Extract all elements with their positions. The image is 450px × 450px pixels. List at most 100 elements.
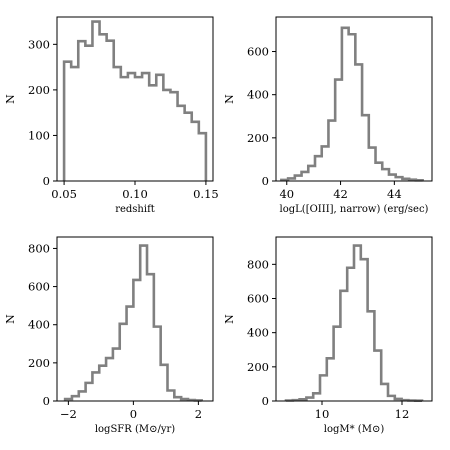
y-tick-label: 300 <box>28 37 50 51</box>
y-tick-label: 400 <box>28 318 50 332</box>
y-tick-label: 400 <box>247 326 269 340</box>
histogram-bin <box>85 46 92 181</box>
x-tick-label: 40 <box>279 187 294 201</box>
y-tick-label: 200 <box>28 356 50 370</box>
histogram-bin <box>322 146 329 181</box>
y-tick-label: 600 <box>28 280 50 294</box>
histogram-bin <box>354 246 361 401</box>
histogram-bin <box>315 156 322 181</box>
histogram-bin <box>147 274 154 401</box>
histogram-bin <box>154 327 161 401</box>
y-tick-label: 600 <box>247 45 269 59</box>
x-axis-label: logL([OIII], narrow) (erg/sec) <box>280 204 429 215</box>
histogram-bin <box>170 92 177 181</box>
histogram-step-line <box>63 244 203 402</box>
histogram-bin <box>135 77 142 181</box>
y-tick-label: 200 <box>247 131 269 145</box>
histogram-bin <box>168 391 175 401</box>
histogram-bin <box>347 268 354 401</box>
histogram-bin <box>86 383 93 401</box>
histogram-step-line <box>62 20 208 181</box>
histogram-bin <box>199 133 206 181</box>
y-tick-label: 200 <box>247 360 269 374</box>
histogram-bin <box>64 62 71 181</box>
histogram-step-line <box>284 244 424 402</box>
histogram-bin <box>369 148 376 181</box>
axes-frame <box>275 16 433 182</box>
histogram-bin <box>92 22 99 181</box>
x-tick-label: 0.10 <box>122 187 148 201</box>
histogram-bin <box>355 64 362 181</box>
histogram-bin <box>361 259 368 401</box>
histogram-bin <box>100 34 107 181</box>
histogram-bin <box>178 106 185 181</box>
x-axis-label: redshift <box>115 204 155 215</box>
histogram-bin <box>192 122 199 181</box>
histogram-bin <box>335 80 342 181</box>
histogram-bin <box>140 246 147 401</box>
y-tick-label: 800 <box>28 241 50 255</box>
histogram-bin <box>320 375 327 401</box>
oiii-luminosity-histogram-panel: 40 42 44 0 200 400 600 logL([OIII], narrow) (er… <box>223 16 433 215</box>
histogram-bin <box>72 396 79 401</box>
histogram-bin <box>295 176 302 181</box>
histogram-bin <box>163 90 170 181</box>
y-tick-label: 200 <box>28 83 50 97</box>
histogram-bin <box>92 372 99 401</box>
histogram-bin <box>327 358 334 401</box>
axes-frame <box>56 236 214 402</box>
histogram-bin <box>114 67 121 181</box>
y-tick-label: 0 <box>262 174 269 188</box>
histogram-step-line <box>280 26 424 182</box>
histogram-bin <box>71 67 78 181</box>
x-axis-label: logSFR (M⊙/yr) <box>95 424 175 435</box>
histogram-bin <box>106 358 113 401</box>
histogram-bin <box>308 166 315 181</box>
histogram-bin <box>113 349 120 401</box>
histogram-bin <box>127 307 134 401</box>
x-tick-label: 12 <box>395 407 410 421</box>
y-tick-label: 0 <box>43 394 50 408</box>
histogram-bin <box>128 73 135 181</box>
histogram-bin <box>133 280 140 401</box>
stellar-mass-histogram-panel: 10 12 0 200 400 600 800 logM* (M⊙) N <box>223 236 433 435</box>
x-axis-label: logM* (M⊙) <box>324 424 385 435</box>
histogram-bin <box>368 311 375 401</box>
histogram-bin <box>389 175 396 181</box>
histogram-bin <box>161 365 168 401</box>
histogram-bin <box>362 115 369 181</box>
y-tick-label: 800 <box>247 257 269 271</box>
y-tick-label: 0 <box>262 394 269 408</box>
sfr-histogram-panel: −2 0 2 0 200 400 600 800 logSFR (M⊙/yr) N <box>4 236 214 435</box>
histogram-bin <box>142 73 149 181</box>
histogram-bin <box>328 121 335 181</box>
x-tick-label: −2 <box>60 407 77 421</box>
histogram-bin <box>79 391 86 401</box>
histogram-bin <box>302 172 309 181</box>
y-axis-label: N <box>4 314 17 324</box>
histogram-bin <box>334 327 341 401</box>
y-tick-label: 400 <box>247 88 269 102</box>
histogram-bin <box>340 291 347 401</box>
x-tick-label: 0.15 <box>193 187 219 201</box>
histogram-bin <box>396 177 403 181</box>
y-axis-label: N <box>223 94 236 104</box>
x-tick-label: 10 <box>315 407 330 421</box>
histogram-bin <box>99 366 106 401</box>
y-tick-label: 0 <box>43 174 50 188</box>
histogram-bin <box>120 324 127 401</box>
histogram-bin <box>388 396 395 401</box>
histogram-bin <box>121 77 128 181</box>
y-tick-label: 100 <box>28 128 50 142</box>
x-tick-label: 0.05 <box>51 187 77 201</box>
redshift-histogram-panel: 0.05 0.10 0.15 0 100 200 300 redshift N <box>4 16 219 215</box>
histogram-bin <box>78 41 85 181</box>
histogram-bin <box>381 384 388 401</box>
histogram-bin <box>313 393 320 401</box>
y-axis-label: N <box>4 94 17 104</box>
histogram-bin <box>306 398 313 401</box>
x-tick-label: 44 <box>387 187 402 201</box>
histogram-bin <box>349 34 356 181</box>
histogram-bin <box>185 113 192 181</box>
